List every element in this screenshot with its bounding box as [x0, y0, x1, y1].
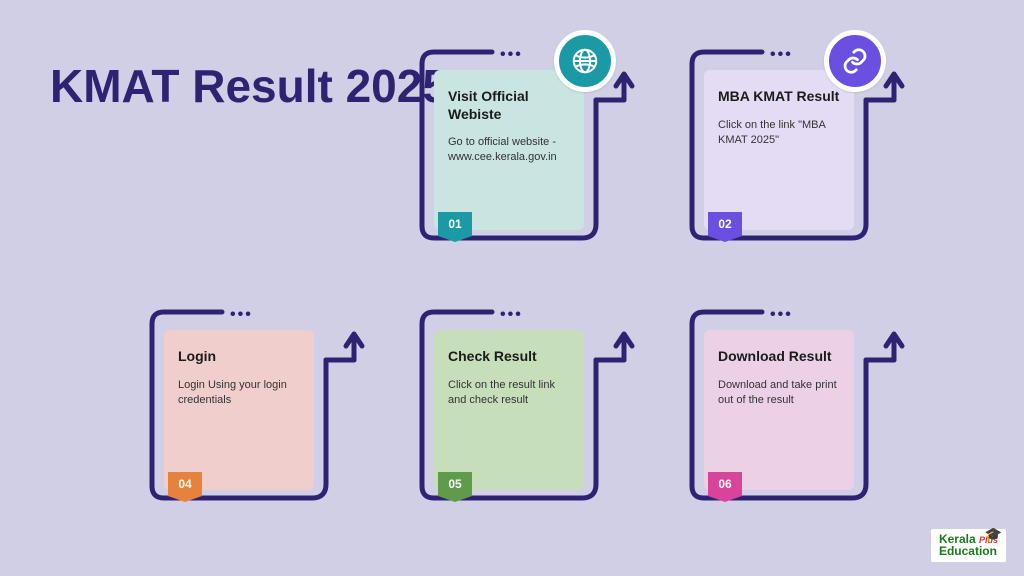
step-card: Check Result Click on the result link an… [434, 330, 584, 490]
link-icon [824, 30, 886, 92]
globe-icon [554, 30, 616, 92]
step-body: Go to official website - www.cee.kerala.… [448, 135, 570, 166]
step-title: Login [178, 348, 300, 366]
step-number-badge: 04 [168, 472, 202, 502]
step-card: MBA KMAT Result Click on the link "MBA K… [704, 70, 854, 230]
step-01: ••• Visit Official Webiste Go to officia… [410, 40, 610, 250]
step-04: ••• Login Login Using your login credent… [140, 300, 340, 510]
step-card: Login Login Using your login credentials [164, 330, 314, 490]
step-number-badge: 02 [708, 212, 742, 242]
dots-decoration: ••• [500, 306, 523, 324]
dots-decoration: ••• [500, 46, 523, 64]
dots-decoration: ••• [230, 306, 253, 324]
step-title: MBA KMAT Result [718, 88, 840, 106]
step-02: ••• MBA KMAT Result Click on the link "M… [680, 40, 880, 250]
dots-decoration: ••• [770, 46, 793, 64]
step-body: Download and take print out of the resul… [718, 378, 840, 409]
step-body: Login Using your login credentials [178, 378, 300, 409]
step-body: Click on the result link and check resul… [448, 378, 570, 409]
step-title: Check Result [448, 348, 570, 366]
step-05: ••• Check Result Click on the result lin… [410, 300, 610, 510]
brand-logo: 🎓 Kerala Plus Education [931, 529, 1006, 562]
step-number-badge: 06 [708, 472, 742, 502]
step-title: Visit Official Webiste [448, 88, 570, 123]
grad-cap-icon: 🎓 [985, 527, 1002, 542]
dots-decoration: ••• [770, 306, 793, 324]
step-card: Visit Official Webiste Go to official we… [434, 70, 584, 230]
step-06: ••• Download Result Download and take pr… [680, 300, 880, 510]
page-title: KMAT Result 2025 [50, 60, 448, 113]
step-card: Download Result Download and take print … [704, 330, 854, 490]
step-number-badge: 05 [438, 472, 472, 502]
step-body: Click on the link "MBA KMAT 2025" [718, 118, 840, 149]
logo-line2: Education [939, 544, 997, 558]
step-title: Download Result [718, 348, 840, 366]
step-number-badge: 01 [438, 212, 472, 242]
